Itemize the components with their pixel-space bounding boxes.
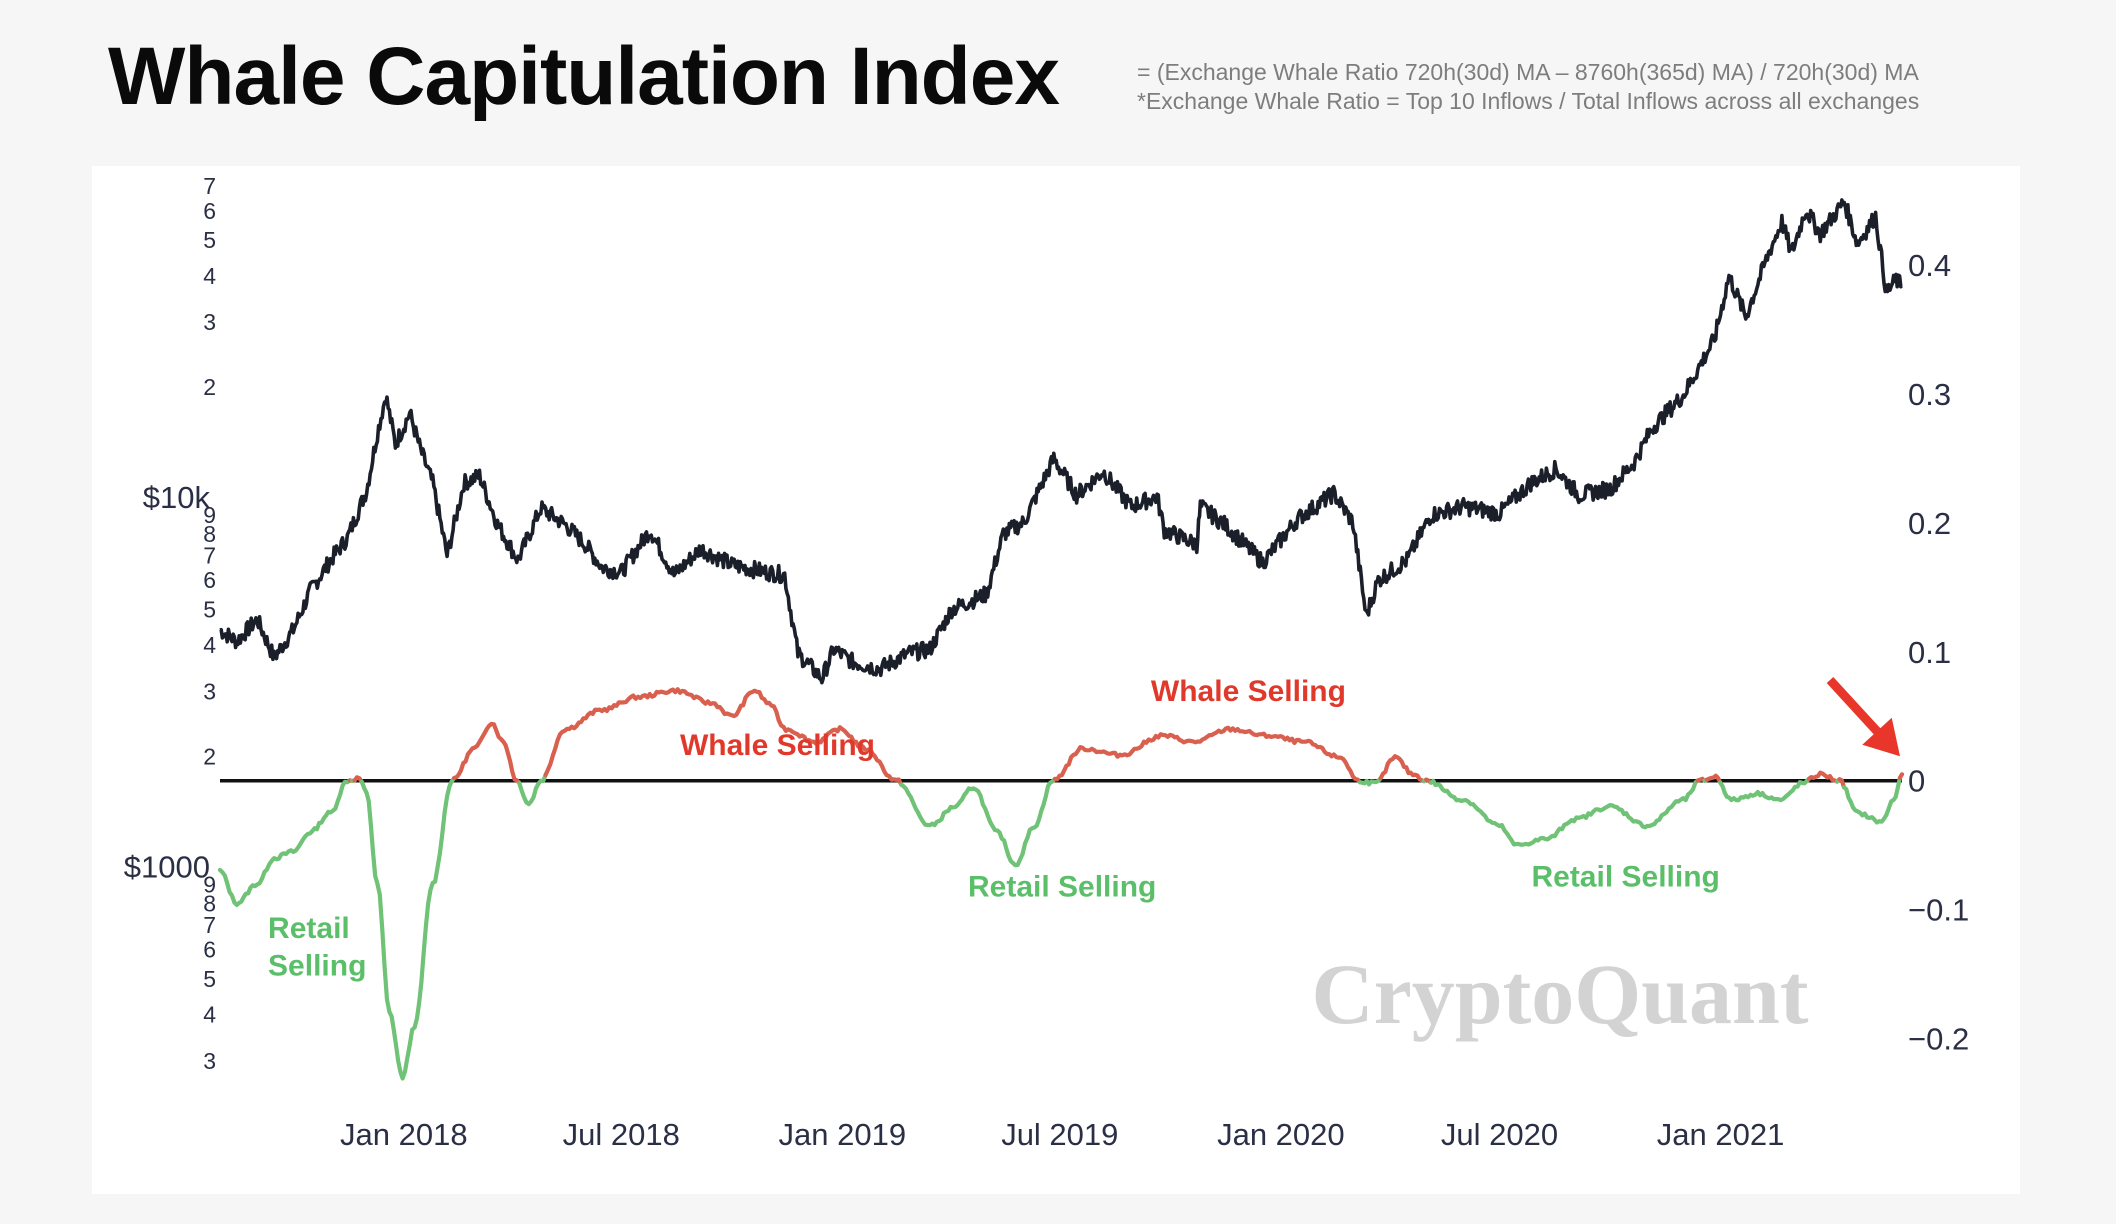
x-tick-label: Jan 2018 [340,1117,468,1152]
cryptoquant-watermark: CryptoQuant [1312,946,1809,1042]
whale-selling-segment [543,687,904,787]
y-left-minor-label: 5 [203,227,216,253]
watermark-layer: CryptoQuant [1312,946,1809,1042]
x-tick-label: Jul 2019 [1001,1117,1118,1152]
y-left-minor-label: 2 [203,743,216,769]
index-series-layer [217,687,1905,1081]
annotation-layer: Whale Selling Whale Selling Retail Selling… [268,675,1720,983]
retail-selling-segment [1428,778,1700,847]
y-left-minor-label: 4 [203,1002,216,1028]
whale-selling-label: Whale Selling [680,729,875,762]
whale-selling-segment [1378,754,1427,784]
y-left-minor-label: 8 [203,521,216,547]
retail-selling-label: Selling [268,949,366,982]
whale-selling-segment [352,775,364,784]
y-left-minor-label: 3 [203,678,216,704]
y-left-minor-label: 7 [203,542,216,568]
retail-selling-label: Retail Selling [1531,860,1719,893]
y-left-minor-label: 8 [203,890,216,916]
formula-subtitle: = (Exchange Whale Ratio 720h(30d) MA – 8… [1137,58,1919,116]
axes-layer: Jan 2018 Jul 2018 Jan 2019 Jul 2019 Jan 2020… [124,173,1969,1152]
y-left-minor-label: 7 [203,173,216,199]
whale-selling-label: Whale Selling [1151,675,1346,708]
y-left-minor-label: 4 [203,632,216,658]
formula-line-2: *Exchange Whale Ratio = Top 10 Inflows /… [1137,88,1920,114]
x-tick-label: Jul 2020 [1441,1117,1558,1152]
whale-selling-segment [1897,772,1905,780]
y-left-minor-label: 2 [203,374,216,400]
y-right-tick-label: 0 [1908,764,1925,799]
whale-selling-segment [452,721,522,785]
y-left-minor-label: 9 [203,502,216,528]
y-left-minor-label: 9 [203,872,216,898]
y-left-minor-label: 3 [203,309,216,335]
y-left-minor-label: 5 [203,596,216,622]
x-tick-label: Jan 2019 [779,1117,907,1152]
retail-selling-segment [517,772,548,807]
y-left-minor-label: 6 [203,937,216,963]
y-right-tick-label: −0.1 [1908,893,1969,928]
retail-selling-segment [1357,776,1383,787]
y-right-tick-label: −0.2 [1908,1021,1969,1056]
y-left-major-label: $10k [143,480,211,515]
y-left-minor-label: 6 [203,198,216,224]
arrow-shaft [1826,676,1889,744]
arrow-layer [1826,676,1901,757]
price-series-layer [219,198,1903,685]
x-tick-label: Jan 2021 [1657,1117,1785,1152]
whale-selling-segment [1052,725,1363,785]
retail-selling-label: Retail [268,912,350,945]
retail-selling-segment [899,776,1057,868]
retail-selling-segment [217,778,352,907]
retail-selling-segment [1841,775,1902,825]
y-right-tick-label: 0.2 [1908,506,1951,541]
y-right-tick-label: 0.3 [1908,377,1951,412]
y-left-minor-label: 3 [203,1048,216,1074]
page-title: Whale Capitulation Index [108,31,1060,122]
y-left-major-label: $1000 [124,850,210,885]
y-left-minor-label: 4 [203,263,216,289]
chart-panel [92,166,2020,1194]
y-right-tick-label: 0.1 [1908,635,1951,670]
arrow-head [1862,717,1901,757]
y-left-minor-label: 6 [203,567,216,593]
y-left-minor-label: 7 [203,912,216,938]
x-tick-label: Jan 2020 [1217,1117,1345,1152]
whale-selling-segment [1704,773,1723,785]
whale-selling-segment [1806,770,1840,784]
x-tick-label: Jul 2018 [563,1117,680,1152]
whale-selling-segment [1837,777,1847,790]
retail-selling-segment [359,775,457,1081]
btc-price-line [219,198,1903,685]
formula-line-1: = (Exchange Whale Ratio 720h(30d) MA – 8… [1137,59,1919,85]
retail-selling-segment [1718,776,1812,803]
red-arrow-icon [1826,676,1901,757]
y-left-minor-label: 5 [203,966,216,992]
retail-selling-label: Retail Selling [968,871,1156,904]
y-right-tick-label: 0.4 [1908,248,1951,283]
